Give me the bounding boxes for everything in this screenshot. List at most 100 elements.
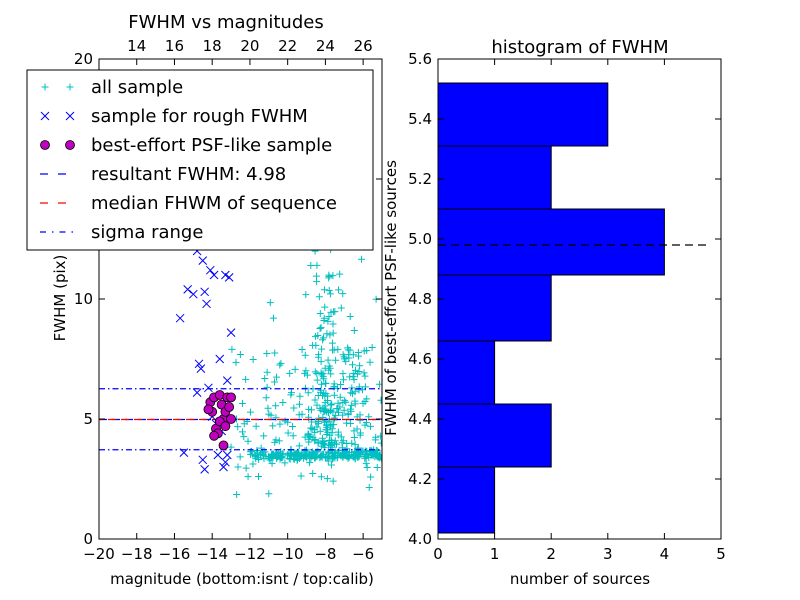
all-sample-point (313, 278, 321, 286)
legend-label-resultant-fwhm: resultant FWHM: 4.98 (91, 164, 286, 185)
legend-circle-marker (40, 140, 50, 150)
all-sample-point (325, 286, 333, 294)
x-tick-label: −20 (83, 545, 115, 563)
all-sample-point (337, 380, 345, 388)
all-sample-point (351, 440, 359, 448)
all-sample-point (281, 417, 289, 425)
left-axis-ticks: −20 −18 −16 −14 −12 −10 −8 −6 14 16 18 20 22 24 26 0 5 10… (74, 37, 382, 563)
all-sample-point (360, 347, 368, 355)
all-sample-point (313, 401, 321, 409)
all-sample-point (309, 434, 317, 442)
x-tick-label: −18 (121, 545, 153, 563)
all-sample-point (289, 432, 297, 440)
all-sample-point (255, 472, 263, 480)
all-sample-point (321, 405, 329, 413)
all-sample-point (360, 369, 368, 377)
all-sample-point (324, 457, 332, 465)
all-sample-point (263, 350, 271, 358)
all-sample-point (366, 358, 374, 366)
hist-y-tick-label: 5.4 (408, 110, 432, 128)
all-sample-point (303, 454, 311, 462)
all-sample-point (377, 396, 382, 404)
histogram-bar (438, 208, 665, 276)
all-sample-point (244, 437, 252, 445)
all-sample-point (333, 404, 341, 412)
all-sample-point (348, 384, 356, 392)
all-sample-point (354, 348, 362, 356)
all-sample-point (277, 359, 285, 367)
all-sample-point (249, 460, 257, 468)
all-sample-point (332, 356, 340, 364)
all-sample-point (320, 286, 328, 294)
all-sample-point (334, 399, 342, 407)
all-sample-point (287, 452, 295, 460)
all-sample-point (311, 396, 319, 404)
all-sample-point (309, 470, 317, 478)
rough-fwhm-point (221, 457, 230, 467)
all-sample-point (324, 397, 332, 405)
all-sample-point (363, 464, 371, 472)
all-sample-point (257, 444, 265, 452)
x-tick-label: −6 (352, 545, 374, 563)
hist-x-tick-label: 3 (603, 545, 613, 563)
all-sample-point (261, 374, 269, 382)
all-sample-point (357, 429, 365, 437)
all-sample-point (298, 410, 306, 418)
all-sample-point (275, 437, 283, 445)
all-sample-point (340, 406, 348, 414)
all-sample-points (227, 191, 382, 498)
x-tick-label: −14 (196, 545, 228, 563)
all-sample-point (269, 422, 277, 430)
all-sample-point (271, 378, 279, 386)
all-sample-point (306, 432, 314, 440)
legend-markers (40, 83, 75, 233)
rough-fwhm-point (194, 359, 204, 369)
hist-x-tick-label: 0 (433, 545, 443, 563)
all-sample-point (324, 317, 332, 325)
legend-label-rough-fwhm: sample for rough FWHM (91, 106, 308, 127)
all-sample-point (279, 398, 287, 406)
all-sample-point (317, 442, 325, 450)
all-sample-point (325, 313, 333, 321)
all-sample-point (314, 447, 322, 455)
all-sample-point (236, 453, 244, 461)
all-sample-point (334, 345, 342, 353)
rough-fwhm-point (183, 285, 193, 294)
rough-fwhm-point (179, 448, 189, 457)
right-title: histogram of FWHM (491, 37, 668, 58)
all-sample-point (252, 455, 260, 463)
histogram-bars (438, 82, 665, 534)
all-sample-point (313, 376, 321, 384)
all-sample-point (319, 370, 327, 378)
psf-like-point (220, 421, 231, 432)
all-sample-point (314, 391, 322, 399)
all-sample-point (265, 490, 273, 498)
all-sample-point (326, 331, 334, 339)
all-sample-point (359, 399, 367, 407)
y-tick-label: 5 (83, 410, 93, 428)
all-sample-point (265, 410, 273, 418)
all-sample-point (346, 419, 354, 427)
legend-label-psf-like: best-effort PSF-like sample (91, 135, 332, 156)
all-sample-point (331, 308, 339, 316)
all-sample-point (318, 380, 326, 388)
all-sample-point (262, 394, 270, 402)
all-sample-point (365, 484, 373, 491)
all-sample-point (324, 448, 332, 456)
all-sample-point (326, 422, 334, 430)
all-sample-point (326, 364, 334, 372)
top-tick-label: 24 (316, 37, 335, 55)
all-sample-point (347, 401, 355, 409)
x-tick-label: −12 (234, 545, 266, 563)
hist-x-tick-label: 1 (490, 545, 500, 563)
left-x-label: magnitude (bottom:isnt / top:calib) (110, 570, 374, 588)
all-sample-point (320, 317, 328, 325)
all-sample-point (298, 451, 306, 459)
left-title: FWHM vs magnitudes (128, 12, 323, 33)
all-sample-point (260, 455, 268, 463)
all-sample-point (328, 420, 336, 428)
all-sample-point (263, 383, 271, 391)
all-sample-point (329, 320, 337, 328)
rough-fwhm-point (200, 465, 210, 474)
all-sample-point (268, 452, 276, 460)
